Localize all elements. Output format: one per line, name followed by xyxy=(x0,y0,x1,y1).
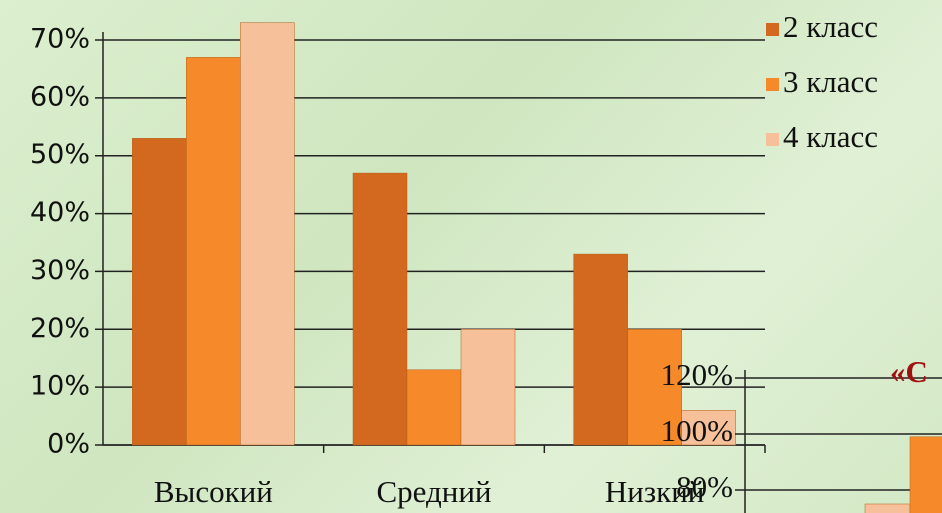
y-tick-label: 60% xyxy=(30,81,90,112)
chart-title: «С xyxy=(890,354,928,389)
bar xyxy=(132,138,187,446)
bar xyxy=(240,22,295,446)
legend-label: 2 класс xyxy=(783,9,878,44)
legend-swatch xyxy=(766,78,779,91)
legend-label: 4 класс xyxy=(783,119,878,154)
bar xyxy=(627,329,682,446)
y-tick-label: 50% xyxy=(30,139,90,170)
bar xyxy=(573,253,628,446)
legend-swatch xyxy=(766,23,779,36)
y-tick-label: 70% xyxy=(30,24,90,55)
x-tick-label: Низкий xyxy=(605,474,704,509)
y-tick-label: 100% xyxy=(661,413,733,448)
legend-swatch xyxy=(766,133,779,146)
bar xyxy=(460,329,516,446)
x-tick-label: Средний xyxy=(376,474,491,509)
y-tick-label: 40% xyxy=(30,197,90,228)
bar xyxy=(406,369,462,446)
bar xyxy=(864,503,911,513)
y-tick-label: 120% xyxy=(661,357,733,392)
bar xyxy=(352,172,408,446)
bar xyxy=(681,410,736,446)
y-tick-label: 30% xyxy=(30,255,90,286)
y-tick-label: 20% xyxy=(30,313,90,344)
legend-label: 3 класс xyxy=(783,64,878,99)
x-tick-label: Высокий xyxy=(154,474,273,509)
bar xyxy=(909,436,942,513)
y-tick-label: 10% xyxy=(30,371,90,402)
y-tick-label: 80% xyxy=(676,469,733,504)
y-tick-label: 0% xyxy=(47,429,90,460)
bar xyxy=(186,57,241,446)
